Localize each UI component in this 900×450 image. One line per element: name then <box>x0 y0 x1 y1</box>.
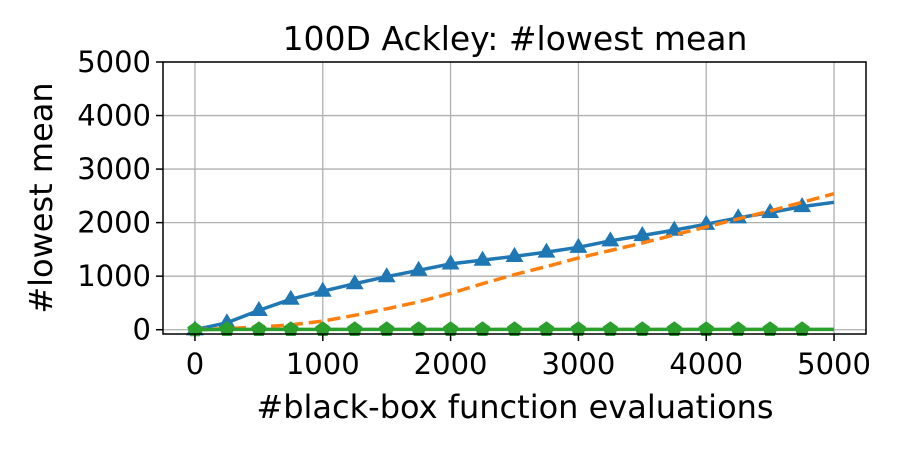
series-3-marker <box>283 321 299 336</box>
x-tick-label: 1000 <box>286 347 360 381</box>
series-2 <box>194 192 835 332</box>
series-3-marker <box>506 321 523 336</box>
y-tick-label: 4000 <box>77 99 151 133</box>
y-axis-label: #lowest mean <box>22 82 60 313</box>
series-1-marker <box>569 237 588 253</box>
chart-title: 100D Ackley: #lowest mean <box>283 19 748 58</box>
series-1-marker <box>441 254 460 270</box>
series-3-marker <box>378 321 395 336</box>
y-tick-label: 3000 <box>77 152 151 186</box>
series-3-marker <box>730 321 746 336</box>
series-1-marker <box>345 274 364 290</box>
series-3-marker <box>762 321 778 336</box>
series-3 <box>187 321 834 337</box>
series-3-marker <box>634 321 651 336</box>
series-3-marker <box>666 321 682 336</box>
series-1-marker <box>281 289 300 305</box>
series-1-marker <box>601 231 620 247</box>
plot-frame <box>162 61 867 335</box>
series-2-line <box>194 192 835 332</box>
series-1-marker <box>249 300 268 317</box>
series-3-marker <box>538 321 555 336</box>
x-axis-label: #black-box function evaluations <box>256 388 773 426</box>
series-3-marker <box>410 321 427 336</box>
series-1-marker <box>313 281 332 297</box>
series-3-marker <box>474 321 491 336</box>
y-tick-label: 0 <box>133 313 151 347</box>
axis-ticks: 0 1000 2000 3000 4000 5000 0 1000 2000 3000 4000 50… <box>77 45 871 381</box>
plot-series <box>186 192 835 337</box>
series-1-marker <box>665 220 684 236</box>
series-1-marker <box>697 214 716 230</box>
y-tick-label: 1000 <box>77 259 151 293</box>
series-1-marker <box>409 260 428 276</box>
series-3-marker <box>219 321 235 336</box>
series-1-marker <box>633 226 652 242</box>
series-3-marker <box>251 321 267 336</box>
series-3-marker <box>602 321 619 336</box>
x-tick-label: 4000 <box>669 347 743 381</box>
series-3-marker <box>794 321 810 336</box>
x-tick-label: 2000 <box>414 347 488 381</box>
x-tick-label: 5000 <box>797 347 871 381</box>
x-tick-label: 3000 <box>542 347 616 381</box>
series-3-marker <box>347 321 363 336</box>
series-1-marker <box>537 242 556 258</box>
series-1-marker <box>377 267 396 283</box>
y-tick-label: 2000 <box>77 206 151 240</box>
x-tick-label: 0 <box>186 347 204 381</box>
series-1-marker <box>473 250 492 266</box>
grid <box>163 61 866 334</box>
series-1-marker <box>505 246 524 262</box>
y-tick-label: 5000 <box>77 45 151 79</box>
